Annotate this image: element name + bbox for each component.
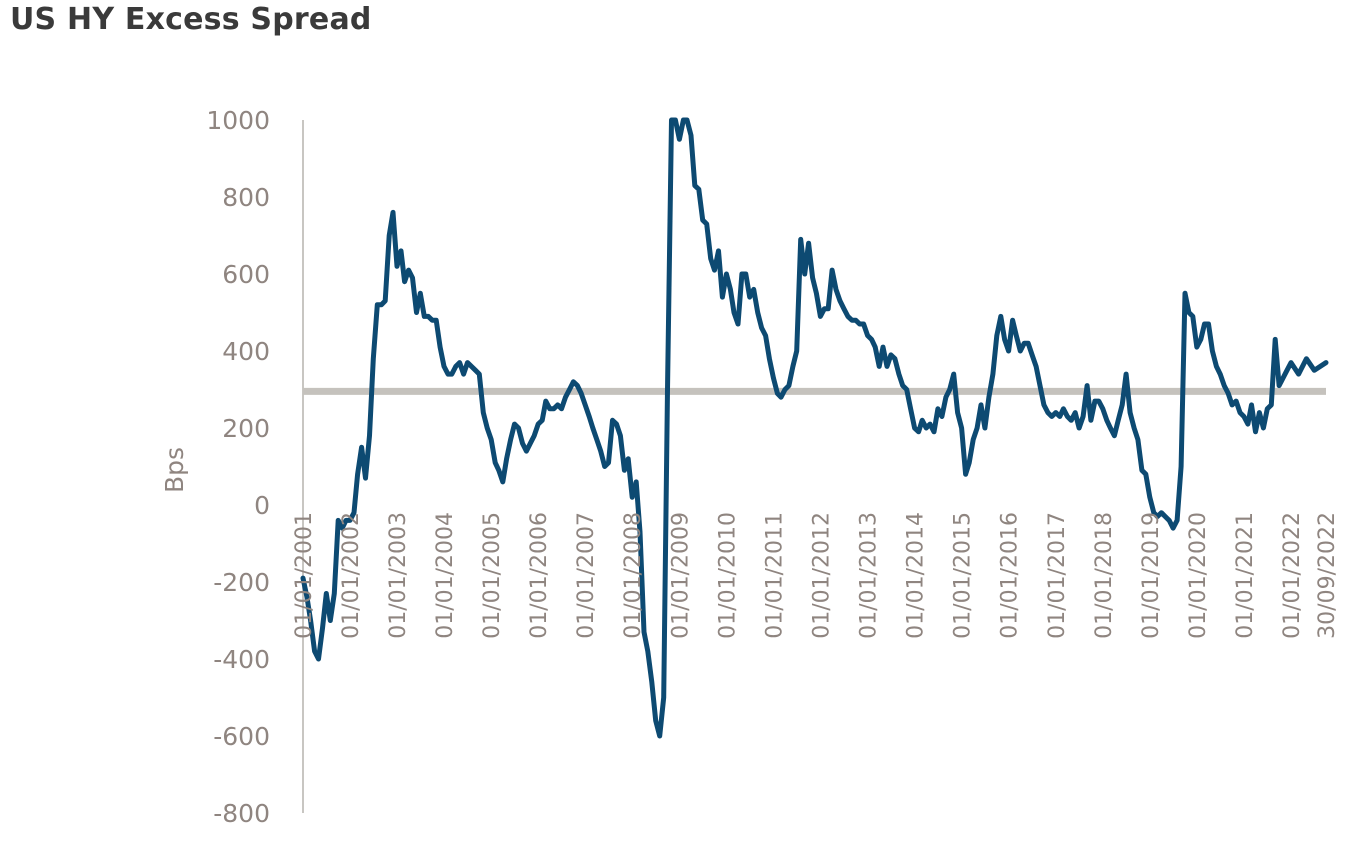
x-tick-label: 01/01/2011: [762, 512, 787, 639]
x-tick-label: 01/01/2020: [1186, 512, 1211, 639]
x-tick-label: 01/01/2016: [998, 512, 1023, 639]
y-axis-title: Bps: [160, 447, 189, 493]
x-tick-label: 01/01/2003: [386, 512, 411, 639]
x-tick-label: 01/01/2001: [292, 512, 317, 639]
x-tick-label: 01/01/2007: [574, 512, 599, 639]
x-tick-label: 01/01/2022: [1280, 512, 1305, 639]
x-tick-label: 01/01/2013: [857, 512, 882, 639]
x-tick-label: 01/01/2012: [809, 512, 834, 639]
x-tick-label: 01/01/2005: [480, 512, 505, 639]
x-tick-labels: 01/01/2001 01/01/2002 01/01/2003 01/01/2004…: [292, 512, 1340, 639]
y-tick-label: 800: [222, 183, 270, 212]
x-tick-label: 01/01/2014: [904, 512, 929, 639]
y-tick-label: 600: [222, 260, 270, 289]
x-tick-label: 01/01/2002: [339, 512, 364, 639]
x-tick-label: 01/01/2008: [621, 512, 646, 639]
x-tick-label: 01/01/2018: [1092, 512, 1117, 639]
x-tick-label: 01/01/2004: [433, 512, 458, 639]
x-tick-label: 01/01/2017: [1045, 512, 1070, 639]
y-tick-label: 200: [222, 414, 270, 443]
y-tick-label: 0: [254, 491, 270, 520]
x-tick-label: 01/01/2019: [1139, 512, 1164, 639]
x-tick-label: 01/01/2010: [715, 512, 740, 639]
y-tick-labels: 1000 800 600 400 200 0 -200 -400 -600 -800: [206, 106, 270, 828]
x-tick-label: 01/01/2021: [1233, 512, 1258, 639]
x-tick-label: 01/01/2009: [668, 512, 693, 639]
y-tick-label: 1000: [206, 106, 270, 135]
series-line: [300, 117, 1329, 739]
y-tick-label: -800: [213, 799, 270, 828]
series-group: [300, 117, 1329, 739]
x-tick-label: 30/09/2022: [1315, 512, 1340, 639]
y-tick-label: -200: [213, 568, 270, 597]
y-tick-label: -400: [213, 645, 270, 674]
y-tick-label: 400: [222, 337, 270, 366]
chart-title: US HY Excess Spread: [10, 2, 372, 37]
x-tick-label: 01/01/2015: [951, 512, 976, 639]
y-tick-label: -600: [213, 722, 270, 751]
x-tick-label: 01/01/2006: [527, 512, 552, 639]
